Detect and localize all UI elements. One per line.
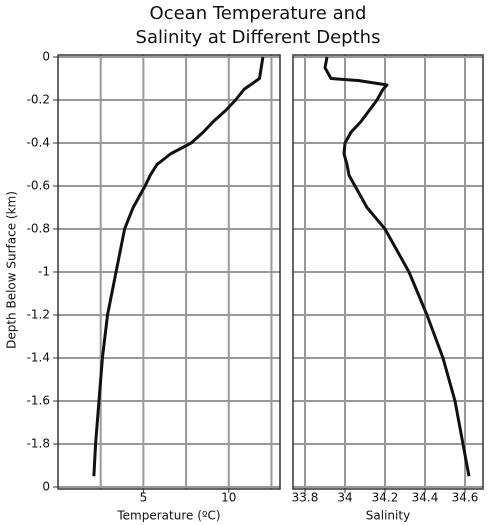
chart-title: Ocean Temperature and [150, 3, 367, 24]
y-tick-label: -0.8 [27, 222, 50, 236]
y-tick-label: 0 [42, 480, 50, 494]
y-tick-label: -1.6 [27, 394, 50, 408]
y-tick-label: 0 [42, 50, 50, 64]
chart-title: Salinity at Different Depths [136, 27, 381, 48]
y-tick-label: -1 [38, 265, 50, 279]
y-tick-label: -0.6 [27, 179, 50, 193]
y-tick-label: -0.2 [27, 93, 50, 107]
x-axis-label: Salinity [366, 509, 410, 523]
x-tick-label: 10 [221, 491, 236, 505]
y-tick-label: -1.4 [27, 351, 50, 365]
y-tick-label: -1.8 [27, 437, 50, 451]
x-tick-label: 33.8 [292, 491, 319, 505]
x-tick-label: 34.6 [452, 491, 479, 505]
y-tick-label: -1.2 [27, 308, 50, 322]
data-line [92, 56, 265, 477]
plot-frame [57, 54, 281, 490]
x-tick-label: 5 [140, 491, 148, 505]
x-tick-label: 34.2 [372, 491, 399, 505]
y-tick-label: -0.4 [27, 136, 50, 150]
x-tick-label: 34.4 [412, 491, 439, 505]
y-axis-label: Depth Below Surface (km) [5, 191, 19, 349]
plot-frame [292, 54, 484, 490]
data-line [323, 56, 471, 477]
x-tick-label: 34 [337, 491, 352, 505]
x-axis-label: Temperature (ºC) [116, 509, 220, 523]
